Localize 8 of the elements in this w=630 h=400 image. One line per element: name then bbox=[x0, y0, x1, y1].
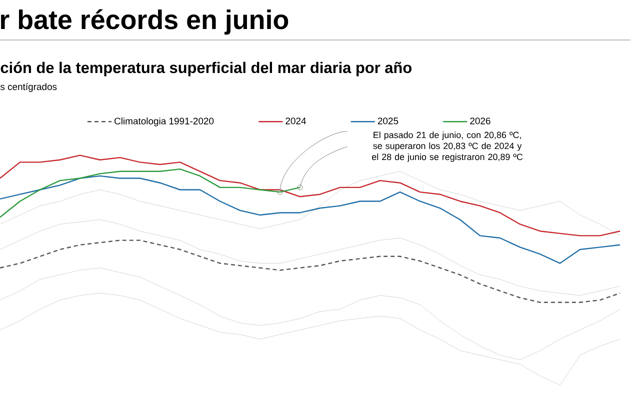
chart-title: r bate récords en junio bbox=[0, 9, 288, 35]
legend-label: 2024 bbox=[286, 118, 306, 124]
annotation: El pasado 21 de junio, con 20,86 ºC, se superaron los 20,83 ºC de 2024 y el 28 de junio se registraron 20,89 ºC bbox=[372, 132, 523, 162]
chart-subtitle: ción de la temperatura superficial del mar diaria por año bbox=[0, 62, 412, 76]
text: s centígrados bbox=[0, 83, 57, 92]
legend-label: 2025 bbox=[378, 118, 398, 124]
legend-label: Climatologia 1991-2020 bbox=[114, 117, 214, 126]
legend-label: 2026 bbox=[470, 118, 490, 124]
